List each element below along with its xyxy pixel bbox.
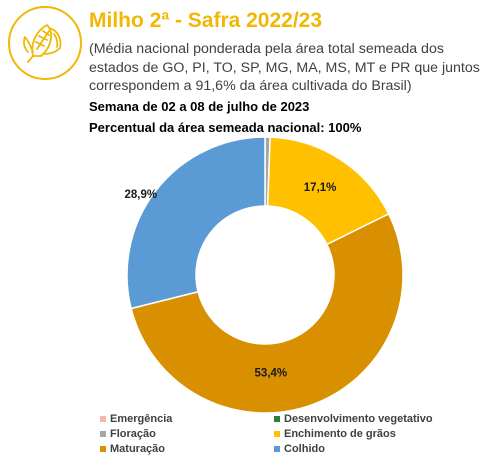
legend-label: Maturação — [110, 442, 166, 455]
legend-label: Emergência — [110, 412, 173, 425]
legend-item-colhido: Colhido — [274, 442, 470, 455]
chart-legend: Emergência Desenvolvimento vegetativo Flor… — [100, 412, 470, 455]
legend-label: Colhido — [284, 442, 325, 455]
legend-swatch — [274, 430, 280, 437]
data-label-enchimento-de-graos: 17,1% — [304, 182, 337, 194]
data-label-maturacao: 53,4% — [255, 368, 288, 380]
data-label-colhido: 28,9% — [124, 189, 157, 201]
corn-icon — [8, 6, 82, 80]
area-share-label: Percentual da área semeada nacional: 100… — [89, 120, 362, 135]
chart-title: Milho 2ª - Safra 2022/23 — [89, 9, 323, 32]
legend-item-enchimento-de-graos: Enchimento de grãos — [274, 427, 470, 440]
legend-swatch — [100, 430, 106, 437]
legend-item-desenvolvimento-vegetativo: Desenvolvimento vegetativo — [274, 412, 470, 425]
slice-colhido — [126, 136, 266, 310]
legend-item-floracao: Floração — [100, 427, 274, 440]
slice-maturacao — [130, 212, 404, 414]
legend-item-emergencia: Emergência — [100, 412, 274, 425]
legend-swatch — [100, 415, 106, 422]
legend-label: Floração — [110, 427, 156, 440]
chart-subtitle: (Média nacional ponderada pela área tota… — [89, 41, 480, 94]
legend-swatch — [274, 415, 280, 422]
legend-label: Enchimento de grãos — [284, 427, 396, 440]
slice-enchimento-de-graos — [266, 136, 390, 246]
legend-label: Desenvolvimento vegetativo — [284, 412, 433, 425]
legend-swatch — [274, 445, 280, 452]
legend-swatch — [100, 445, 106, 452]
week-label: Semana de 02 a 08 de julho de 2023 — [89, 99, 310, 114]
legend-item-maturacao: Maturação — [100, 442, 274, 455]
